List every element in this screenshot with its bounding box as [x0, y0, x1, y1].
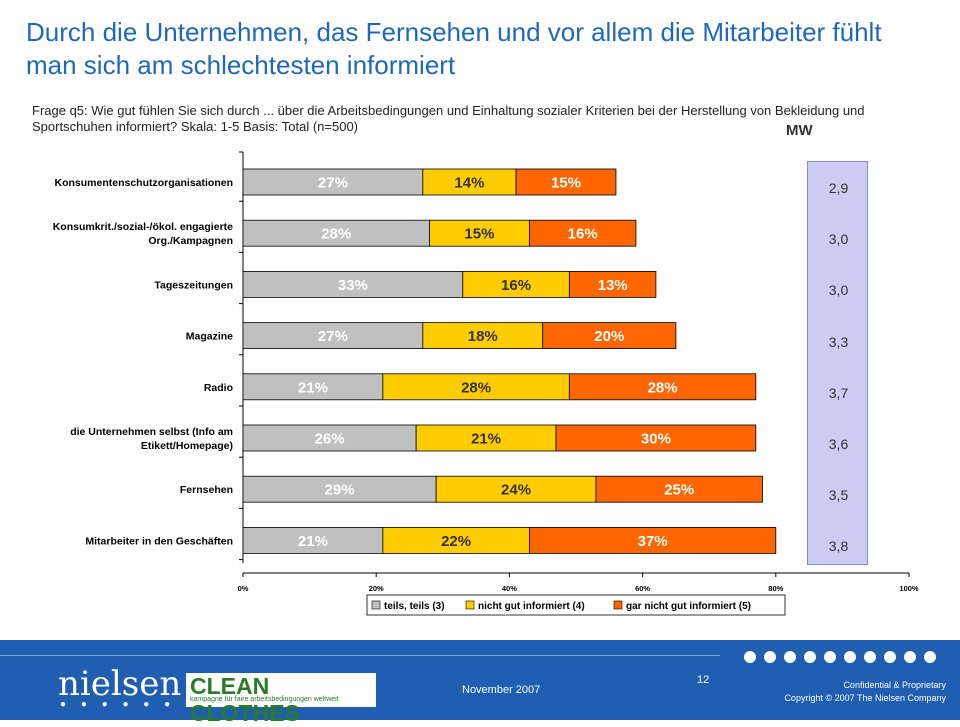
data-label: 22% [441, 533, 471, 550]
mw-value: 3,7 [828, 384, 849, 401]
bar-segment [568, 270, 657, 298]
data-label: 26% [315, 431, 345, 448]
bar-segment [242, 322, 424, 350]
x-tick-label: 20% [369, 584, 384, 593]
category-label: Magazine [186, 331, 233, 343]
bar-segment [429, 219, 530, 247]
footer-dot [904, 651, 916, 663]
data-label: 25% [664, 482, 694, 499]
stacked-bar-chart: 0% 20% 40% 60% 80% 100% Konsumentenschutzorgan… [53, 151, 919, 616]
category-label: Mitarbeiter in den Geschäften [85, 535, 233, 547]
clean-clothes-tagline: kampagne für faire arbeitsbedingungen we… [190, 696, 339, 703]
category-label: Tageszeitungen [154, 279, 233, 291]
data-label: 28% [461, 379, 491, 396]
footer-date: November 2007 [462, 684, 541, 696]
x-tick-label: 100% [899, 584, 919, 593]
bar-segment [515, 168, 617, 196]
slide-title: Durch die Unternehmen, das Fernsehen und… [26, 17, 882, 80]
data-label: 28% [321, 226, 351, 243]
mw-label: MW [786, 122, 813, 139]
footer-dot [924, 651, 936, 663]
x-tick-label: 40% [502, 584, 517, 593]
bar-segment [542, 322, 677, 350]
footer-dot [744, 651, 756, 663]
bar-segment [382, 527, 530, 554]
data-label: 14% [454, 175, 484, 192]
bar-segment [242, 424, 417, 452]
bar-segment [242, 168, 424, 196]
data-label: 21% [471, 431, 501, 448]
data-label: 16% [501, 277, 531, 294]
legend [366, 594, 786, 616]
clean-clothes-logo: CLEAN CLOTHES kampagne für faire arbeits… [186, 673, 376, 726]
data-label: 27% [318, 328, 348, 345]
bar-segment [568, 373, 757, 401]
slide-subtitle: Frage q5: Wie gut fühlen Sie sich durch … [32, 103, 865, 134]
category-label: Etikett/Homepage) [141, 440, 233, 452]
data-label: 27% [318, 175, 348, 192]
bar-segment [528, 219, 637, 247]
data-label: 20% [594, 328, 624, 345]
footer-dot [824, 651, 836, 663]
bar-segment [462, 270, 570, 298]
mw-value: 3,8 [828, 538, 849, 555]
mw-value: 2,9 [828, 180, 849, 196]
nielsen-logo: nielsen [58, 664, 182, 704]
data-label: 15% [464, 226, 494, 243]
data-label: 13% [598, 277, 628, 294]
bar-segment [528, 527, 777, 554]
bar-segment [435, 475, 597, 503]
copyright-notice: Copyright © 2007 The Nielsen Company [784, 693, 946, 703]
category-label: Konsumentenschutzorganisationen [54, 177, 233, 189]
x-tick-label: 0% [238, 584, 249, 593]
footer-divider [0, 655, 720, 656]
x-tick-label: 80% [768, 584, 783, 593]
mw-value: 3,0 [828, 282, 849, 299]
bar-segment [595, 475, 763, 503]
bar-segment [555, 424, 757, 452]
legend-swatch [613, 600, 623, 610]
bar-segment [382, 373, 570, 401]
category-label: Org./Kampagnen [148, 235, 233, 247]
data-label: 15% [551, 175, 581, 192]
mw-value: 3,0 [828, 231, 849, 248]
legend-label: teils, teils (3) [384, 601, 445, 612]
x-tick-label: 60% [635, 584, 650, 593]
data-label: 21% [298, 533, 328, 550]
data-label: 37% [638, 533, 668, 550]
footer: nielsen ● ● ● ● ● ● ● ● ● CLEAN CLOTHES … [0, 640, 960, 726]
data-label: 16% [568, 226, 598, 243]
bar-segment [422, 322, 544, 350]
footer-dot [764, 651, 776, 663]
data-label: 21% [298, 379, 328, 396]
page-number: 12 [697, 674, 710, 686]
mw-value: 3,6 [828, 436, 849, 452]
data-label: 30% [641, 431, 671, 448]
nielsen-logo-dots: ● ● ● ● ● ● ● ● ● [60, 699, 239, 710]
footer-dot [864, 651, 876, 663]
legend-label: gar nicht gut informiert (5) [626, 601, 751, 612]
mw-panel: 2,9 3,0 3,0 3,3 3,7 3,6 3,5 3,8 [807, 161, 868, 565]
data-label: 28% [648, 379, 678, 396]
data-label: 24% [501, 482, 531, 499]
footer-dot [884, 651, 896, 663]
mw-value: 3,3 [828, 333, 849, 350]
footer-dot [844, 651, 856, 663]
bar-segment [242, 270, 464, 298]
confidential-notice: Confidential & Proprietary [843, 680, 946, 690]
data-label: 33% [338, 277, 368, 294]
legend-swatch [465, 600, 475, 610]
category-label: Konsumkrit./sozial-/ökol. engagierte [53, 221, 233, 233]
category-label: Fernsehen [180, 484, 233, 496]
legend-label: nicht gut informiert (4) [478, 601, 585, 612]
mw-value: 3,5 [828, 487, 849, 504]
footer-dot [784, 651, 796, 663]
category-label: Radio [204, 382, 233, 394]
category-label: die Unternehmen selbst (Info am [70, 426, 233, 438]
data-label: 18% [468, 328, 498, 345]
bar-segment [242, 219, 430, 247]
legend-swatch [371, 600, 381, 610]
footer-dot [804, 651, 816, 663]
data-label: 29% [325, 482, 355, 499]
